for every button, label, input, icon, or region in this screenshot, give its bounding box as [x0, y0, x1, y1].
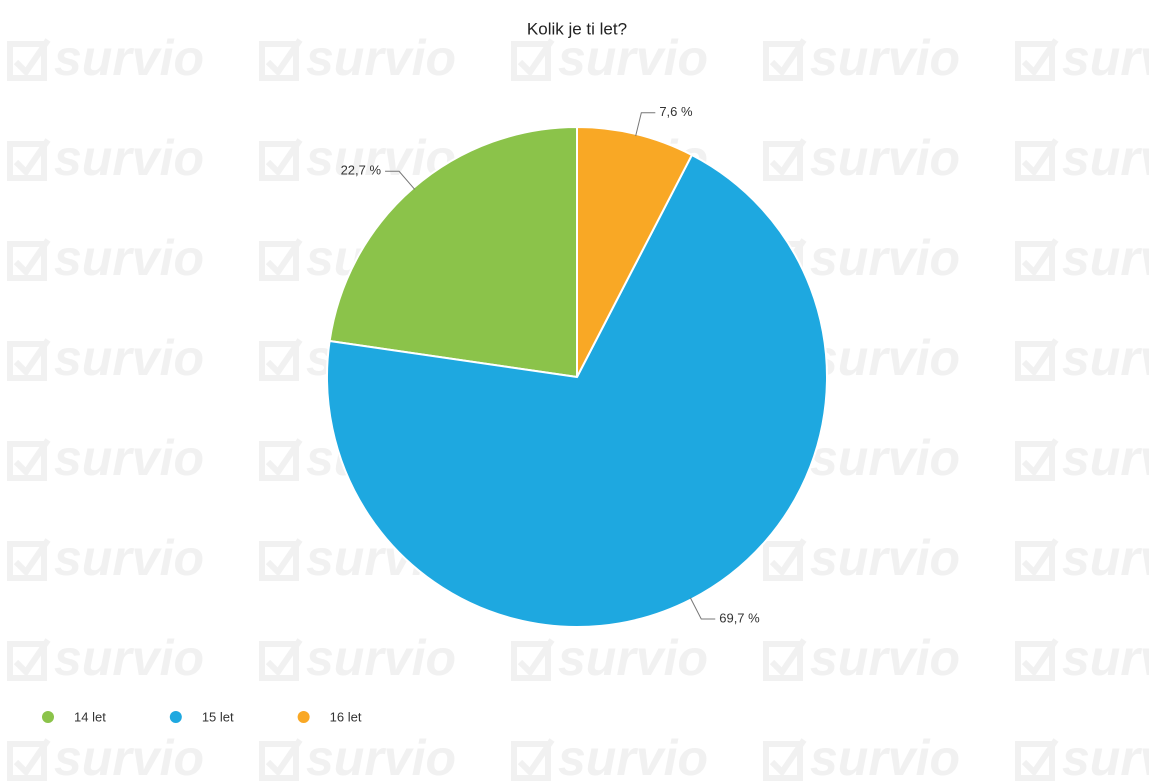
- watermark-text: survio: [1062, 530, 1149, 586]
- data-label: 22,7 %: [341, 163, 382, 178]
- watermark-check: [7, 438, 51, 481]
- watermark-check: [7, 238, 51, 281]
- watermark-check: [259, 138, 303, 181]
- data-label: 69,7 %: [719, 610, 760, 625]
- watermark-text: survio: [1062, 730, 1149, 782]
- watermark-check: [259, 538, 303, 581]
- watermark-text: survio: [54, 430, 204, 486]
- watermark-check: [259, 438, 303, 481]
- watermark-check: [511, 38, 555, 81]
- watermark-text: survio: [1062, 630, 1149, 686]
- legend-swatch: [169, 711, 182, 723]
- watermark-text: survio: [54, 730, 204, 782]
- watermark-text: survio: [1062, 30, 1149, 86]
- watermark-check: [7, 638, 51, 681]
- watermark-text: survio: [306, 730, 456, 782]
- watermark-check: [259, 638, 303, 681]
- watermark-check: [1015, 238, 1059, 281]
- watermark-check: [1015, 638, 1059, 681]
- legend-label: 16 let: [330, 709, 362, 724]
- watermark-check: [1015, 338, 1059, 381]
- watermark-text: survio: [54, 230, 204, 286]
- watermark-text: survio: [54, 630, 204, 686]
- watermark-text: survio: [558, 630, 708, 686]
- watermark-text: survio: [306, 30, 456, 86]
- watermark-text: survio: [810, 430, 960, 486]
- watermark-text: survio: [810, 530, 960, 586]
- watermark-text: survio: [558, 730, 708, 782]
- watermark-text: survio: [810, 730, 960, 782]
- chart-title: Kolik je ti let?: [527, 19, 627, 38]
- leader-line: [385, 170, 416, 190]
- watermark-check: [1015, 438, 1059, 481]
- leader-line: [689, 597, 716, 620]
- watermark-text: survio: [54, 530, 204, 586]
- watermark-check: [1015, 538, 1059, 581]
- pie: 22,7 % 69,7 % 7,6 %: [326, 104, 828, 628]
- watermark-check: [511, 738, 555, 781]
- watermark-text: survio: [54, 30, 204, 86]
- watermark-text: survio: [54, 130, 204, 186]
- watermark-text: survio: [558, 30, 708, 86]
- watermark-text: survio: [54, 330, 204, 386]
- legend-swatch: [297, 711, 310, 723]
- watermark-check: [763, 538, 807, 581]
- watermark-check: [1015, 38, 1059, 81]
- watermark-text: survio: [810, 330, 960, 386]
- data-label: 7,6 %: [659, 104, 693, 119]
- watermark-check: [7, 138, 51, 181]
- watermark-check: [259, 738, 303, 781]
- legend-swatch: [42, 711, 54, 723]
- watermark-text: survio: [810, 630, 960, 686]
- watermark-check: [763, 38, 807, 81]
- watermark-text: survio: [1062, 430, 1149, 486]
- watermark-check: [1015, 138, 1059, 181]
- watermark-check: [7, 738, 51, 781]
- watermark-check: [259, 338, 303, 381]
- watermark-check: [511, 638, 555, 681]
- watermark-text: survio: [1062, 330, 1149, 386]
- watermark-text: survio: [810, 130, 960, 186]
- watermark-check: [763, 638, 807, 681]
- watermark-check: [259, 238, 303, 281]
- leader-line: [635, 112, 656, 137]
- watermark-text: survio: [1062, 130, 1149, 186]
- watermark-check: [7, 338, 51, 381]
- watermark-check: [7, 538, 51, 581]
- legend-label: 15 let: [202, 709, 234, 724]
- watermark-text: survio: [1062, 230, 1149, 286]
- watermark-check: [1015, 738, 1059, 781]
- legend-label: 14 let: [74, 709, 106, 724]
- watermark-text: survio: [810, 230, 960, 286]
- watermark-check: [259, 38, 303, 81]
- watermark-check: [763, 738, 807, 781]
- watermark-check: [763, 138, 807, 181]
- watermark-check: [7, 38, 51, 81]
- watermark-text: survio: [810, 30, 960, 86]
- watermark-text: survio: [306, 630, 456, 686]
